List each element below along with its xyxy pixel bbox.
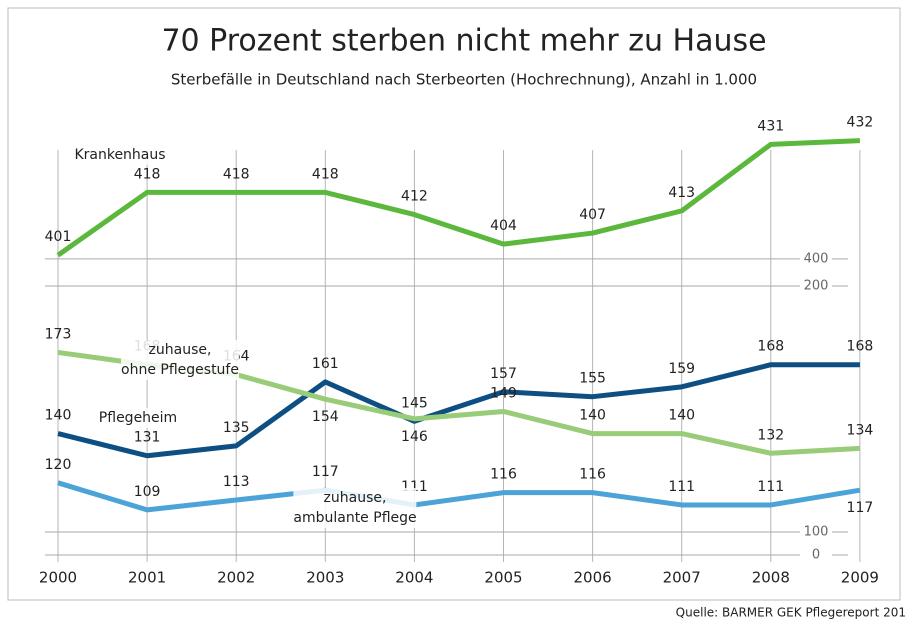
value-label: 401 — [45, 229, 72, 245]
x-tick-label: 2008 — [752, 569, 790, 587]
value-label: 120 — [45, 457, 72, 473]
series-line — [57, 362, 860, 459]
value-label: 155 — [579, 371, 606, 387]
y-tick-label: 100 — [804, 525, 829, 540]
value-label: 111 — [757, 479, 784, 495]
value-label: 132 — [757, 427, 784, 443]
source: Quelle: BARMER GEK Pflegereport 201 — [676, 606, 906, 620]
value-label: 157 — [490, 366, 517, 382]
x-tick-label: 2001 — [128, 569, 166, 587]
series-label: zuhause, ambulante Pflege — [293, 488, 417, 528]
value-label: 418 — [223, 166, 250, 182]
value-label: 173 — [45, 326, 72, 342]
value-label: 161 — [312, 356, 339, 372]
y-tick-label: 200 — [804, 279, 829, 294]
value-label: 140 — [45, 408, 72, 424]
value-label: 117 — [312, 464, 339, 480]
series-label: zuhause, ohne Pflegestufe — [121, 340, 239, 380]
x-tick-label: 2006 — [574, 569, 612, 587]
value-label: 154 — [312, 409, 339, 425]
x-tick-label: 2003 — [306, 569, 344, 587]
value-label: 404 — [490, 218, 517, 234]
series-line — [57, 480, 861, 513]
value-label: 140 — [668, 408, 695, 424]
value-label: 146 — [401, 429, 428, 445]
value-label: 131 — [134, 430, 161, 446]
value-label: 407 — [579, 207, 606, 223]
x-tick-label: 2002 — [217, 569, 255, 587]
value-label: 109 — [134, 484, 161, 500]
subtitle: Sterbefälle in Deutschland nach Sterbeor… — [171, 71, 757, 89]
series-line — [56, 138, 861, 258]
x-tick-label: 2007 — [663, 569, 701, 587]
source-bg — [640, 604, 909, 623]
value-label: 412 — [401, 189, 428, 205]
value-label: 413 — [668, 185, 695, 201]
value-label: 116 — [579, 467, 606, 483]
series-label: Pflegeheim — [98, 408, 178, 428]
value-label: 113 — [223, 474, 250, 490]
value-label: 116 — [490, 467, 517, 483]
x-tick-label: 2005 — [484, 569, 522, 587]
x-tick-label: 2009 — [841, 569, 879, 587]
value-label: 111 — [668, 479, 695, 495]
value-label: 134 — [847, 422, 874, 438]
value-label: 140 — [579, 408, 606, 424]
value-label: 149 — [490, 385, 517, 401]
x-tick-label: 2004 — [395, 569, 433, 587]
x-tick-label: 2000 — [39, 569, 77, 587]
chart-title: 70 Prozent sterben nicht mehr zu Hause — [161, 24, 766, 59]
frame — [7, 7, 901, 601]
value-label: 117 — [847, 500, 874, 516]
y-tick-label: 0 — [812, 548, 820, 563]
value-label: 159 — [668, 361, 695, 377]
value-label: 418 — [134, 166, 161, 182]
value-label: 168 — [757, 339, 784, 355]
value-label: 135 — [223, 420, 250, 436]
value-label: 431 — [757, 118, 784, 134]
value-label: 168 — [847, 339, 874, 355]
value-label: 418 — [312, 166, 339, 182]
y-tick-label: 400 — [804, 251, 829, 266]
value-label: 145 — [401, 395, 428, 411]
value-label: 432 — [847, 115, 874, 131]
series-label: Krankenhaus — [74, 145, 166, 165]
